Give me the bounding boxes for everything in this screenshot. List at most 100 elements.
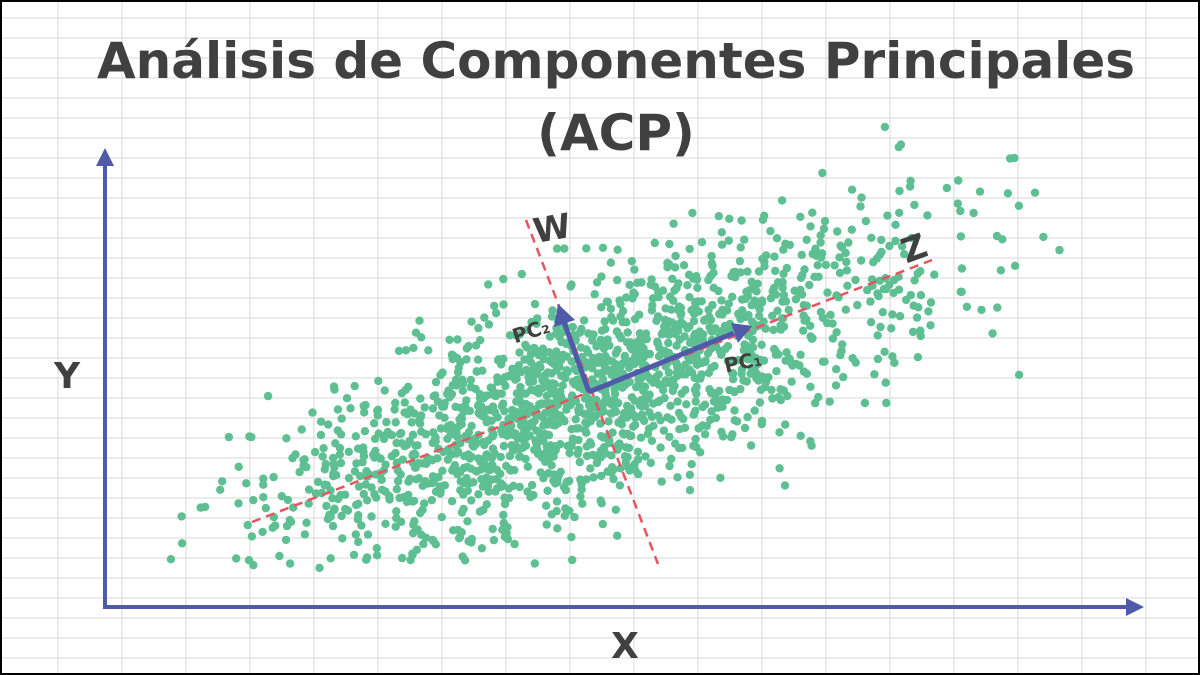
data-point xyxy=(404,490,413,500)
data-point xyxy=(841,305,850,314)
data-point xyxy=(624,463,633,472)
data-point xyxy=(754,311,764,321)
data-point xyxy=(259,474,268,483)
data-point xyxy=(341,504,350,514)
data-point xyxy=(694,424,703,433)
data-point xyxy=(1030,188,1040,197)
data-point xyxy=(728,292,737,301)
data-point xyxy=(751,353,761,363)
data-point xyxy=(474,490,483,499)
data-point xyxy=(457,508,467,517)
data-point xyxy=(781,420,790,429)
data-point xyxy=(842,266,852,275)
data-point xyxy=(568,322,577,332)
data-point xyxy=(676,309,686,318)
data-point xyxy=(447,497,457,506)
data-point xyxy=(879,284,889,294)
data-point xyxy=(511,429,520,438)
data-point xyxy=(462,474,471,483)
data-point xyxy=(873,354,883,364)
data-point xyxy=(772,367,781,376)
data-point xyxy=(761,251,771,260)
data-point xyxy=(782,348,791,357)
data-point xyxy=(866,297,875,306)
data-point xyxy=(819,224,829,233)
data-point xyxy=(321,459,330,469)
data-point xyxy=(421,477,430,486)
data-point xyxy=(733,356,743,365)
data-point xyxy=(688,208,697,218)
data-point xyxy=(469,478,478,487)
data-point xyxy=(910,200,919,210)
data-point xyxy=(630,346,639,355)
data-point xyxy=(329,382,339,391)
data-point xyxy=(351,530,360,539)
data-point xyxy=(818,168,827,178)
data-point xyxy=(322,480,331,490)
data-point xyxy=(669,383,678,393)
data-point xyxy=(679,261,689,270)
data-point xyxy=(760,211,769,220)
data-point xyxy=(427,496,436,505)
data-point xyxy=(526,350,535,359)
data-point xyxy=(687,460,696,469)
data-point xyxy=(523,423,532,432)
data-point xyxy=(956,232,966,241)
data-point xyxy=(694,307,703,316)
data-point xyxy=(709,397,719,406)
data-point xyxy=(756,385,766,394)
data-point xyxy=(431,377,441,387)
data-point xyxy=(664,368,674,377)
data-point xyxy=(656,416,665,425)
data-point xyxy=(848,354,857,363)
pc1-arrowhead xyxy=(731,323,752,343)
data-point xyxy=(359,489,368,499)
data-point xyxy=(816,253,826,262)
data-point xyxy=(500,532,510,541)
data-point xyxy=(400,442,409,451)
data-point xyxy=(777,314,787,323)
data-point xyxy=(821,260,831,270)
data-point xyxy=(691,434,700,444)
data-point xyxy=(499,518,508,528)
data-point xyxy=(498,525,507,534)
data-point xyxy=(670,286,679,295)
data-point xyxy=(512,331,521,340)
data-point xyxy=(806,382,815,391)
data-point xyxy=(335,450,344,459)
data-point xyxy=(993,303,1002,312)
data-point xyxy=(344,473,354,483)
data-point xyxy=(802,369,812,378)
data-point xyxy=(737,365,747,374)
data-point xyxy=(416,394,425,403)
data-point xyxy=(685,486,695,495)
data-point xyxy=(479,407,489,417)
data-point xyxy=(743,342,752,351)
data-point xyxy=(663,378,672,387)
data-point xyxy=(988,329,997,338)
data-point xyxy=(755,305,764,314)
data-point xyxy=(797,250,806,260)
data-point xyxy=(568,555,577,565)
data-point xyxy=(395,493,404,503)
data-point xyxy=(533,445,542,454)
data-point xyxy=(674,279,683,288)
data-point xyxy=(906,176,915,185)
data-point xyxy=(732,417,742,426)
data-point xyxy=(962,302,972,311)
data-point xyxy=(574,424,583,433)
data-point xyxy=(887,324,896,333)
data-point xyxy=(446,430,455,439)
data-point xyxy=(611,505,620,514)
data-point xyxy=(910,276,919,285)
data-point xyxy=(613,275,622,285)
data-point xyxy=(258,527,267,537)
data-point xyxy=(346,404,355,413)
data-point xyxy=(814,272,823,281)
data-point xyxy=(275,551,284,561)
data-point xyxy=(619,413,628,422)
data-point xyxy=(330,504,339,513)
data-point xyxy=(333,405,343,414)
data-point xyxy=(546,409,555,418)
